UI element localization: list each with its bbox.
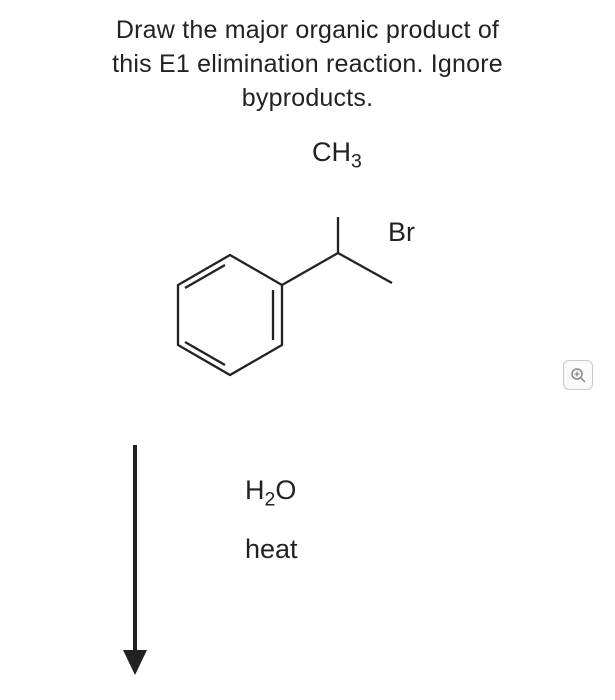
bond-ch-to-br [338, 253, 392, 283]
ch3-sub: 3 [351, 151, 362, 173]
reagents-block: H2O heat [245, 475, 298, 586]
reagent-condition: heat [245, 534, 298, 565]
h2o-h: H [245, 475, 265, 505]
prompt-line-3: byproducts. [242, 84, 373, 112]
starting-material-structure: CH3 Br [160, 175, 480, 395]
ch3-label: CH3 [312, 137, 362, 173]
br-label: Br [388, 217, 415, 248]
h2o-2: 2 [265, 489, 276, 511]
ch3-text: CH [312, 137, 351, 167]
zoom-button[interactable] [563, 360, 593, 390]
h2o-o: O [275, 475, 296, 505]
bond-ring-to-ch [282, 253, 338, 285]
magnifier-plus-icon [570, 367, 586, 383]
reagent-solvent: H2O [245, 475, 298, 511]
reaction-arrow [115, 445, 155, 685]
figure-area: CH3 Br H2O heat [0, 115, 615, 675]
prompt-line-2: this E1 elimination reaction. Ignore [112, 50, 503, 78]
prompt-line-1: Draw the major organic product of [116, 16, 499, 44]
benzene-ring [178, 255, 282, 375]
question-prompt: Draw the major organic product of this E… [0, 0, 615, 115]
br-text: Br [388, 217, 415, 247]
molecule-svg [160, 175, 480, 395]
